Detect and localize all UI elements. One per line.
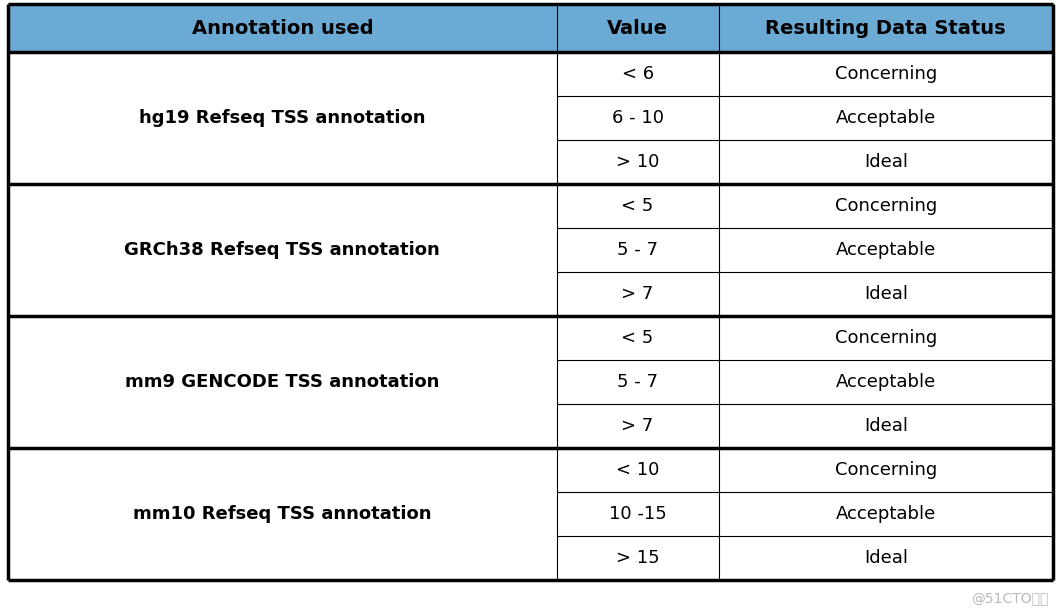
Text: 10 -15: 10 -15 bbox=[609, 505, 666, 523]
Bar bbox=[8, 448, 1053, 580]
Text: 5 - 7: 5 - 7 bbox=[618, 241, 658, 259]
Text: Value: Value bbox=[607, 18, 668, 37]
Bar bbox=[8, 52, 1053, 184]
Text: > 15: > 15 bbox=[615, 549, 660, 567]
Text: Concerning: Concerning bbox=[835, 329, 937, 347]
Text: hg19 Refseq TSS annotation: hg19 Refseq TSS annotation bbox=[139, 109, 425, 127]
Text: < 5: < 5 bbox=[622, 329, 654, 347]
Bar bbox=[8, 316, 1053, 448]
Text: Resulting Data Status: Resulting Data Status bbox=[765, 18, 1006, 37]
Text: Acceptable: Acceptable bbox=[836, 373, 936, 391]
Bar bbox=[8, 4, 1053, 52]
Text: > 7: > 7 bbox=[622, 285, 654, 303]
Text: 6 - 10: 6 - 10 bbox=[611, 109, 663, 127]
Text: mm10 Refseq TSS annotation: mm10 Refseq TSS annotation bbox=[133, 505, 432, 523]
Text: Ideal: Ideal bbox=[864, 417, 908, 435]
Text: Ideal: Ideal bbox=[864, 549, 908, 567]
Text: Acceptable: Acceptable bbox=[836, 109, 936, 127]
Text: Concerning: Concerning bbox=[835, 65, 937, 83]
Text: Ideal: Ideal bbox=[864, 285, 908, 303]
Text: Acceptable: Acceptable bbox=[836, 505, 936, 523]
Text: > 10: > 10 bbox=[616, 153, 659, 171]
Text: GRCh38 Refseq TSS annotation: GRCh38 Refseq TSS annotation bbox=[124, 241, 440, 259]
Text: Concerning: Concerning bbox=[835, 461, 937, 479]
Text: Annotation used: Annotation used bbox=[191, 18, 373, 37]
Text: < 10: < 10 bbox=[616, 461, 659, 479]
Text: < 6: < 6 bbox=[622, 65, 654, 83]
Text: 5 - 7: 5 - 7 bbox=[618, 373, 658, 391]
Text: < 5: < 5 bbox=[622, 197, 654, 215]
Text: @51CTO博客: @51CTO博客 bbox=[972, 591, 1049, 605]
Text: > 7: > 7 bbox=[622, 417, 654, 435]
Text: Concerning: Concerning bbox=[835, 197, 937, 215]
Text: Acceptable: Acceptable bbox=[836, 241, 936, 259]
Text: mm9 GENCODE TSS annotation: mm9 GENCODE TSS annotation bbox=[125, 373, 439, 391]
Bar bbox=[8, 184, 1053, 316]
Text: Ideal: Ideal bbox=[864, 153, 908, 171]
